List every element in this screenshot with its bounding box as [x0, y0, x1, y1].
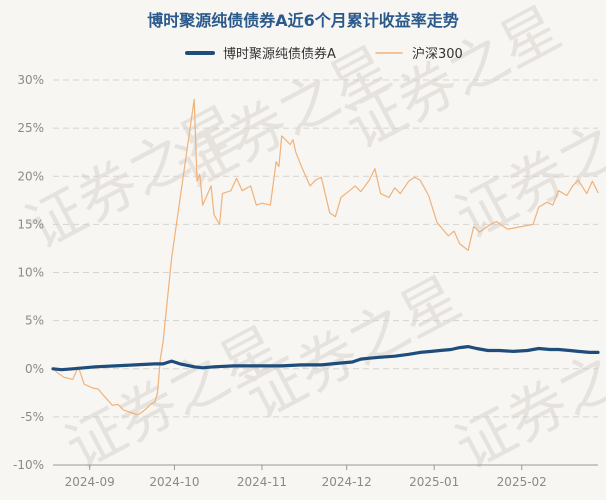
legend-label: 沪深300 [412, 46, 463, 62]
y-tick-label: 5% [25, 314, 44, 328]
series-line-1 [52, 98, 599, 416]
legend-label: 博时聚源纯债债券A [223, 46, 336, 62]
y-tick-label: 15% [17, 217, 44, 231]
plot-lines [51, 98, 600, 416]
y-tick-label: 20% [17, 169, 44, 183]
grid [53, 79, 598, 466]
y-tick-label: 25% [17, 121, 44, 135]
series-line-0 [51, 345, 600, 372]
x-tick-label: 2024-12 [322, 475, 372, 489]
x-tick-label: 2025-01 [409, 475, 459, 489]
chart-title: 博时聚源纯债债券A近6个月累计收益率走势 [147, 11, 459, 30]
y-tick-label: -10% [13, 458, 44, 472]
y-tick-label: -5% [21, 410, 44, 424]
x-tick-label: 2024-11 [237, 475, 287, 489]
watermark-text: 证券之星 [445, 313, 606, 482]
x-tick-label: 2024-10 [149, 475, 199, 489]
y-tick-label: 10% [17, 266, 44, 280]
x-axis: 2024-09 2024-10 2024-11 2024-12 2025-01 2025-… [53, 464, 598, 489]
x-tick-label: 2024-09 [65, 475, 115, 489]
watermark-text: 证券之星 [445, 83, 606, 252]
y-tick-label: 30% [17, 73, 44, 87]
y-tick-label: 0% [25, 362, 44, 376]
x-tick-label: 2025-02 [497, 475, 547, 489]
y-axis: 30% 25% 20% 15% 10% 5% 0% -5% -10% [13, 73, 44, 472]
legend: 博时聚源纯债债券A 沪深300 [185, 46, 463, 62]
